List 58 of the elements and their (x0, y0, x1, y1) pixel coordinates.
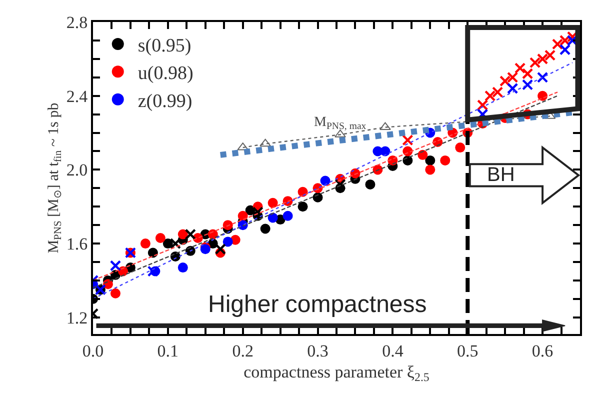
point (380, 146, 390, 156)
y-tick-label: 1.6 (66, 234, 88, 254)
point (418, 150, 428, 160)
x-tick-label: 0.4 (382, 341, 404, 360)
point (522, 68, 534, 80)
point (455, 142, 466, 153)
x-axis-title: compactness parameter ξ$_{2.5}$ (244, 362, 430, 384)
point (252, 206, 264, 218)
point (170, 238, 182, 250)
point (162, 238, 173, 249)
point (425, 164, 436, 175)
y-tick-label: 2.0 (66, 160, 88, 180)
point (536, 72, 548, 83)
point (559, 44, 571, 56)
legend-label: s(0.95) (138, 35, 192, 56)
point (440, 155, 450, 166)
x-tick-label: 0.5 (456, 341, 478, 360)
point (110, 260, 122, 272)
annotation: BH (487, 164, 515, 186)
x-tick-label: 0.3 (307, 341, 328, 360)
point (514, 62, 526, 74)
point (222, 220, 233, 230)
x-tick-label: 0.2 (232, 341, 254, 360)
y-tick-label: 2.4 (66, 86, 88, 106)
point (365, 179, 376, 190)
point (260, 138, 272, 147)
point (506, 82, 518, 94)
point (155, 233, 166, 243)
point (320, 176, 330, 186)
y-tick-label: 2.8 (66, 12, 88, 32)
point (214, 243, 226, 255)
point (178, 262, 188, 273)
point (110, 288, 120, 298)
x-tick-label: 0.6 (532, 341, 554, 360)
x-tick-label: 0.1 (157, 341, 179, 360)
point (260, 224, 270, 234)
point (147, 266, 159, 277)
point (477, 99, 488, 111)
annotation: M$_{PNS, max}$ (314, 115, 366, 132)
point (140, 238, 150, 249)
point (282, 210, 293, 221)
x-tick-label: 0.0 (82, 341, 104, 360)
point (184, 228, 196, 240)
y-tick-label: 1.2 (66, 308, 88, 328)
point (334, 178, 346, 190)
point (178, 229, 188, 240)
point (298, 202, 308, 212)
point (402, 134, 414, 146)
point (268, 198, 278, 208)
annotation: Higher compactness (208, 291, 427, 318)
legend-label: z(0.99) (138, 90, 192, 112)
point (425, 155, 436, 166)
point (148, 248, 158, 258)
point (268, 212, 278, 223)
legend-label: u(0.98) (138, 63, 194, 84)
point (222, 236, 233, 247)
point (238, 210, 248, 221)
point (522, 79, 534, 90)
